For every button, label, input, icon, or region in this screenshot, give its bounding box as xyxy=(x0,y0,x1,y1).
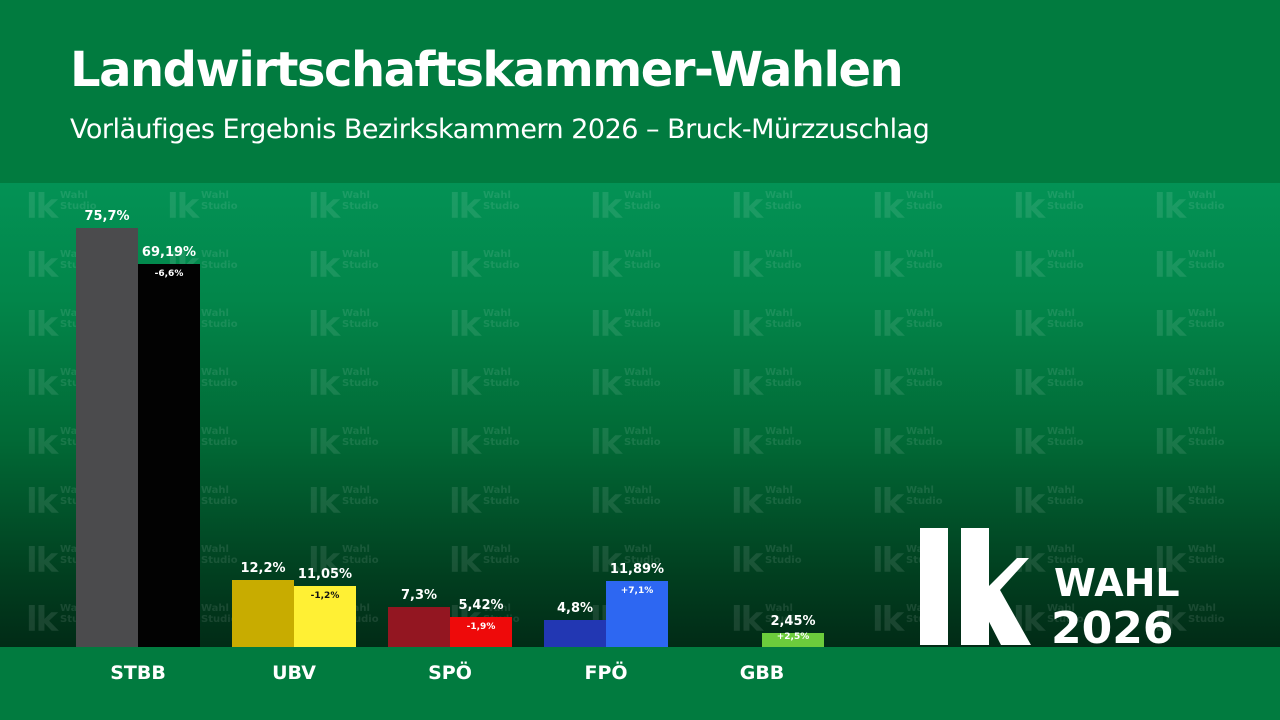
page-title: Landwirtschaftskammer-Wahlen xyxy=(70,42,904,98)
bar-spö-series-2 xyxy=(450,617,512,647)
bar-ubv-series-1 xyxy=(232,579,294,647)
bar-gbb-series-2 xyxy=(762,633,824,647)
bar-fpö-series-2 xyxy=(606,581,668,647)
value-label-gbb-series-2: 2,45% xyxy=(770,614,816,630)
change-label-spö: -1,9% xyxy=(466,622,496,633)
category-label-ubv: UBV xyxy=(272,662,316,684)
value-label-fpö-series-2: 11,89% xyxy=(609,562,665,578)
value-label-spö-series-2: 5,42% xyxy=(458,598,504,614)
value-label-stbb-series-2: 69,19% xyxy=(141,245,197,261)
category-label-fpö: FPÖ xyxy=(584,662,628,684)
change-label-gbb: +2,5% xyxy=(776,632,810,643)
logo-l-stroke xyxy=(920,528,948,645)
value-label-stbb-series-1: 75,7% xyxy=(84,209,130,225)
header-banner: Landwirtschaftskammer-Wahlen Vorläufiges… xyxy=(0,0,1280,183)
change-label-fpö: +7,1% xyxy=(620,586,654,597)
change-label-ubv: -1,2% xyxy=(310,590,340,601)
bar-ubv-series-2 xyxy=(294,585,356,647)
bar-spö-series-1 xyxy=(388,606,450,647)
bar-stbb-series-1 xyxy=(76,228,138,647)
change-label-stbb: -6,6% xyxy=(154,269,184,280)
value-label-ubv-series-1: 12,2% xyxy=(240,560,286,576)
logo-wahl-text: WAHL xyxy=(1054,561,1180,605)
page-subtitle: Vorläufiges Ergebnis Bezirkskammern 2026… xyxy=(70,114,930,145)
category-label-spö: SPÖ xyxy=(428,662,472,684)
lk-wahl-2026-logo: WAHL 2026 xyxy=(920,528,1180,646)
value-label-ubv-series-2: 11,05% xyxy=(297,566,353,582)
category-axis-band xyxy=(0,647,1280,720)
logo-k-shape xyxy=(961,528,1031,645)
value-label-fpö-series-1: 4,8% xyxy=(556,601,594,617)
bar-fpö-series-1 xyxy=(544,620,606,647)
bar-stbb-series-2 xyxy=(138,264,200,647)
logo-year-text: 2026 xyxy=(1051,603,1173,646)
category-label-stbb: STBB xyxy=(110,662,166,684)
category-label-gbb: GBB xyxy=(739,662,785,684)
value-label-spö-series-1: 7,3% xyxy=(400,587,438,603)
